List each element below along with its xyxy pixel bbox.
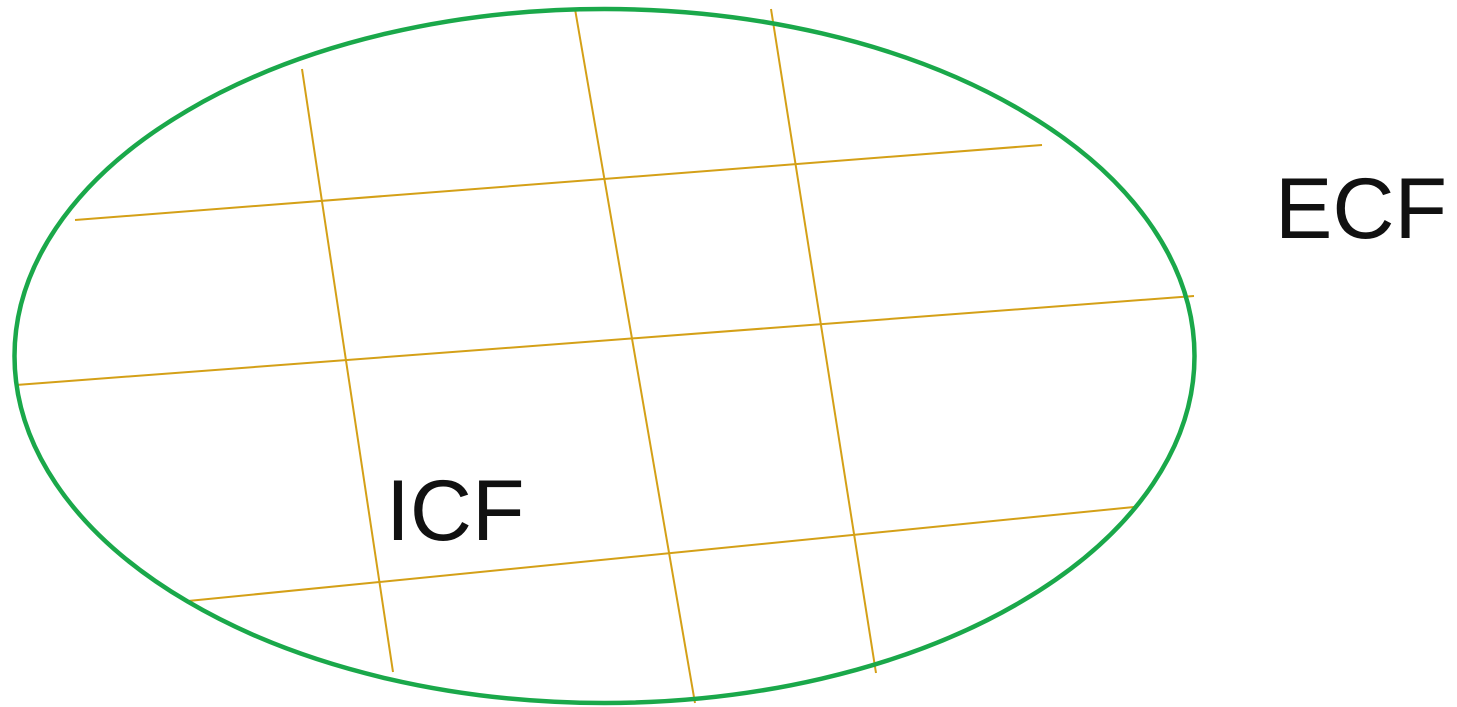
ecf-label: ECF: [1275, 161, 1447, 257]
grid-line-v2: [574, 8, 696, 704]
grid-line-v3: [770, 8, 877, 674]
icf-label: ICF: [386, 463, 525, 559]
cell-boundary-ellipse: [12, 6, 1197, 706]
grid-line-h3: [187, 506, 1135, 602]
grid-line-h1: [74, 144, 1043, 221]
grid-line-v1: [301, 68, 394, 673]
grid-line-h2: [15, 295, 1195, 386]
grid-lines: [15, 8, 1195, 704]
